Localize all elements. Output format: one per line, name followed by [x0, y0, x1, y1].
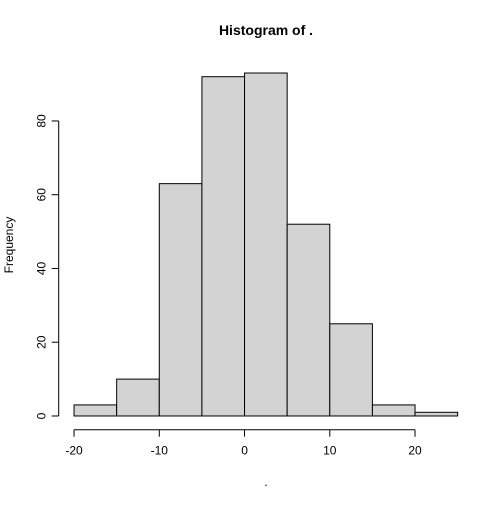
- bar: [329, 323, 373, 417]
- y-axis-label: Frequency: [2, 217, 16, 274]
- bar: [414, 411, 459, 417]
- x-tick-label: 10: [323, 444, 337, 458]
- x-tick-label: -10: [151, 444, 169, 458]
- bar: [286, 223, 331, 417]
- y-tick-label: 20: [35, 335, 49, 349]
- bar: [244, 72, 288, 417]
- bar: [201, 76, 246, 417]
- bar: [116, 378, 160, 417]
- y-tick-label: 40: [35, 261, 49, 275]
- y-tick-label: 0: [35, 412, 49, 419]
- x-tick-label: -20: [65, 444, 83, 458]
- chart-title: Histogram of .: [219, 22, 313, 38]
- bar: [158, 183, 203, 417]
- y-tick-label: 60: [35, 188, 49, 202]
- bar: [371, 404, 416, 417]
- x-tick-label: 20: [408, 444, 422, 458]
- x-tick-label: 0: [241, 444, 248, 458]
- y-tick-label: 80: [35, 114, 49, 128]
- x-axis-label: .: [264, 475, 267, 489]
- bar: [73, 404, 118, 417]
